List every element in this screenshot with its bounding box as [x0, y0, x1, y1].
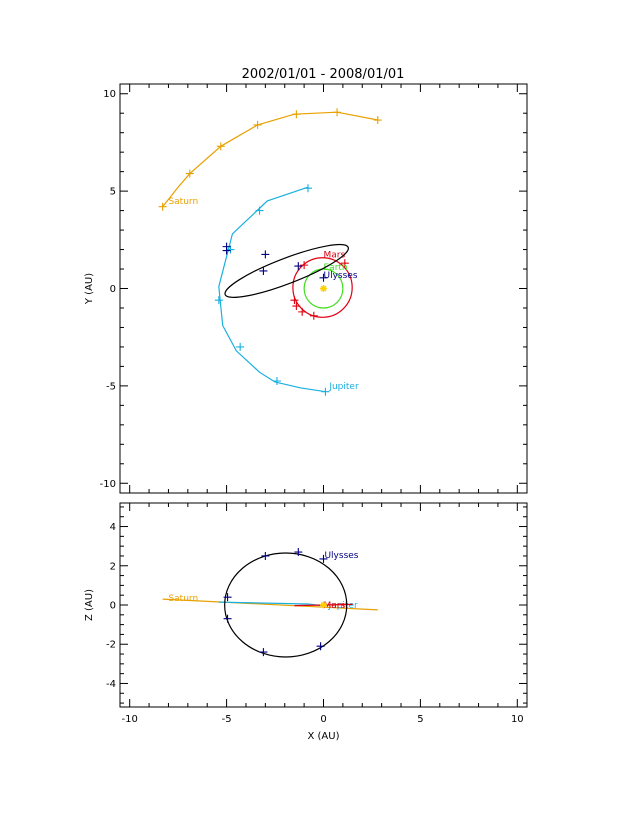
- xy-ulysses-marker: [222, 246, 231, 255]
- xy-jupiter-marker: [255, 206, 264, 215]
- xz-ulysses-marker: [259, 648, 268, 657]
- xy-mars-marker: [292, 302, 301, 311]
- xz-y-tick-label: -2: [106, 640, 116, 651]
- xy-saturn-trajectory: [162, 111, 378, 208]
- xy-jupiter-marker: [272, 377, 281, 386]
- xy-saturn-marker: [216, 142, 225, 151]
- chart-title: 2002/01/01 - 2008/01/01: [242, 67, 405, 82]
- xy-mars-marker: [300, 261, 309, 270]
- xy-mars-orbit: [292, 257, 353, 318]
- xz-ulysses-orbit: [224, 552, 348, 658]
- xy-ulysses-label: Ulysses: [324, 271, 358, 281]
- xz-ulysses-marker: [223, 614, 232, 623]
- xy-y-axis-label: Y (AU): [84, 273, 95, 305]
- xy-jupiter-label: Jupiter: [328, 382, 359, 392]
- xy-saturn-marker: [333, 108, 342, 117]
- xy-earth-label: Earth: [324, 263, 348, 273]
- xz-plane-panel: -10 -5 0 5 10 X (AU) -4 -2 0 2 4 Z (AU) Saturn Jupite…: [84, 502, 528, 742]
- x-tick-label: 10: [511, 714, 524, 725]
- xy-jupiter-marker: [321, 387, 330, 396]
- xy-ulysses-marker: [319, 273, 328, 282]
- xy-jupiter-marker: [214, 296, 223, 305]
- xy-ulysses-marker: [294, 262, 303, 271]
- xy-sun-marker: [320, 285, 327, 292]
- xz-y-tick-label: 2: [110, 561, 116, 572]
- xy-saturn-label: Saturn: [168, 197, 198, 207]
- xz-y-tick-label: 0: [110, 601, 116, 612]
- xz-ulysses-marker: [261, 551, 270, 560]
- xy-mars-label: Mars: [324, 250, 346, 260]
- xy-y-tick-label: -5: [106, 381, 116, 392]
- xz-ulysses-label: Ulysses: [324, 551, 358, 561]
- xz-mars-label: Mars: [324, 601, 346, 611]
- xy-plane-panel: -10 -5 0 5 10 Y (AU) Saturn Jupiter Mars EarthUly…: [84, 83, 528, 494]
- xy-saturn-marker: [158, 202, 167, 211]
- xy-jupiter-trajectory: [218, 186, 326, 393]
- xz-saturn-trajectory: [162, 598, 378, 611]
- xy-jupiter-marker: [303, 184, 312, 193]
- xy-mars-marker: [309, 311, 318, 320]
- xy-y-tick-label: 0: [110, 284, 116, 295]
- xz-jupiter-label: Jupiter: [327, 601, 358, 611]
- xy-y-tick-label: 10: [103, 89, 116, 100]
- xy-mars-marker: [298, 307, 307, 316]
- x-tick-label: -5: [222, 714, 232, 725]
- xz-saturn-label: Saturn: [168, 594, 198, 604]
- x-tick-label: 0: [320, 714, 326, 725]
- xy-saturn-marker: [185, 169, 194, 178]
- xy-ulysses-marker: [261, 250, 270, 259]
- x-tick-label: 5: [417, 714, 423, 725]
- xy-ulysses-orbit: [224, 243, 349, 298]
- xy-y-tick-label: -10: [100, 479, 116, 490]
- xy-earth-orbit: [303, 268, 344, 309]
- xy-mars-marker: [340, 259, 349, 268]
- xy-saturn-marker: [253, 120, 262, 129]
- xy-saturn-marker: [292, 110, 301, 119]
- xy-mars-marker: [290, 296, 299, 305]
- xy-jupiter-marker: [236, 342, 245, 351]
- x-axis-label: X (AU): [308, 731, 340, 742]
- xz-y-tick-label: 4: [110, 522, 116, 533]
- xz-ulysses-marker: [223, 593, 232, 602]
- xz-ulysses-marker: [294, 548, 303, 557]
- x-tick-label: -10: [122, 714, 138, 725]
- xz-ulysses-marker: [316, 642, 325, 651]
- xz-ulysses-marker: [319, 554, 328, 563]
- xz-y-tick-label: -4: [106, 679, 116, 690]
- xy-y-tick-label: 5: [110, 187, 116, 198]
- xy-saturn-marker: [373, 116, 382, 125]
- xy-ulysses-marker: [259, 266, 268, 275]
- xz-y-axis-label: Z (AU): [84, 589, 95, 621]
- xz-sun-marker: [320, 601, 327, 609]
